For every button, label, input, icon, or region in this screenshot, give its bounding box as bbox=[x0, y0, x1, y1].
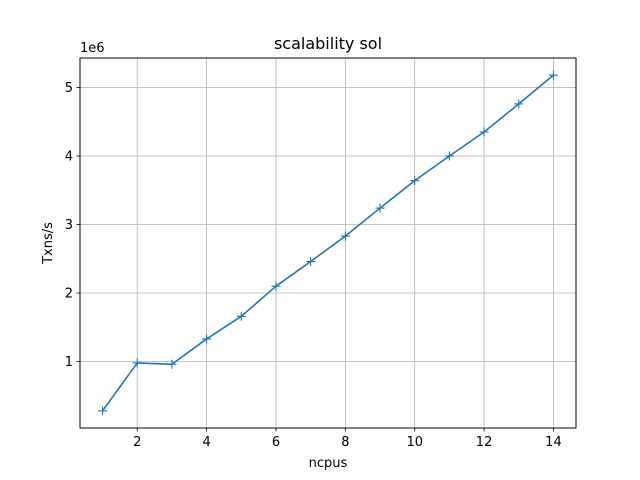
y-tick-label: 2 bbox=[65, 287, 73, 302]
y-axis-label: Txns/s bbox=[41, 222, 56, 265]
series-line bbox=[101, 74, 554, 412]
data-point-marker bbox=[271, 281, 281, 291]
x-tick-label: 8 bbox=[341, 435, 349, 450]
data-point-marker bbox=[340, 231, 350, 241]
x-tick-label: 2 bbox=[133, 435, 141, 450]
data-point-marker bbox=[132, 358, 142, 368]
data-point-marker bbox=[410, 176, 420, 186]
data-point-marker bbox=[479, 127, 489, 137]
plot-frame bbox=[79, 57, 577, 429]
x-tick-label: 4 bbox=[202, 435, 210, 450]
y-tick-label: 4 bbox=[65, 149, 73, 164]
data-point-marker bbox=[202, 334, 212, 344]
y-tick-label: 1 bbox=[65, 355, 73, 370]
data-point-marker bbox=[98, 406, 108, 416]
x-tick-label: 14 bbox=[545, 435, 562, 450]
y-tick-label: 3 bbox=[65, 218, 73, 233]
x-axis-label: ncpus bbox=[309, 456, 348, 471]
series-layer bbox=[98, 70, 558, 416]
x-tick-label: 12 bbox=[476, 435, 493, 450]
data-point-marker bbox=[548, 70, 558, 80]
x-tick-label: 6 bbox=[272, 435, 280, 450]
chart-title: scalability sol bbox=[274, 34, 382, 53]
grid bbox=[80, 58, 576, 428]
data-point-marker bbox=[514, 99, 524, 109]
data-point-marker bbox=[375, 203, 385, 213]
data-point-marker bbox=[306, 257, 316, 266]
data-point-marker bbox=[236, 311, 246, 321]
x-axis-ticks: 2 4 6 8 10 12 14 bbox=[133, 428, 562, 450]
x-tick-label: 10 bbox=[406, 435, 423, 450]
y-axis-offset-label: 1e6 bbox=[80, 41, 105, 56]
data-point-marker bbox=[444, 151, 454, 161]
y-axis-ticks: 1 2 3 4 5 bbox=[65, 81, 80, 370]
plot-area bbox=[80, 58, 576, 428]
data-point-marker bbox=[167, 359, 177, 369]
y-tick-label: 5 bbox=[65, 81, 73, 96]
